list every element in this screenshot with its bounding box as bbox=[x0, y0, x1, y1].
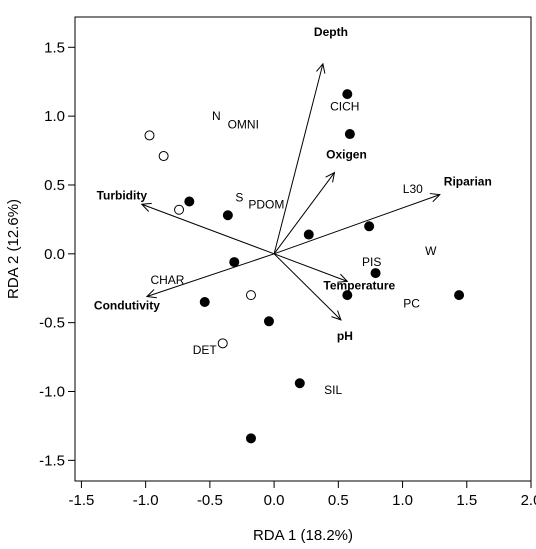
vector-line bbox=[141, 203, 275, 255]
filled-point bbox=[184, 196, 195, 207]
filled-point bbox=[199, 297, 210, 308]
y-tick-label: 1.0 bbox=[44, 108, 65, 125]
vector-label: Turbidity bbox=[97, 188, 148, 202]
vector-line bbox=[273, 253, 342, 321]
filled-point bbox=[294, 378, 305, 389]
arrowhead bbox=[325, 171, 336, 183]
species-label: CHAR bbox=[150, 273, 184, 287]
open-point bbox=[245, 290, 256, 301]
species-labels: N OMNI CICH S PDOM L30 W PIS CHAR PC DET SIL bbox=[150, 99, 437, 397]
arrowhead bbox=[145, 289, 157, 299]
species-label: DET bbox=[193, 343, 218, 357]
filled-point bbox=[342, 290, 353, 301]
filled-point bbox=[222, 210, 233, 221]
vector-label: Riparian bbox=[444, 175, 492, 189]
filled-point bbox=[229, 257, 240, 268]
arrowhead bbox=[140, 202, 152, 212]
y-tick-label: -0.5 bbox=[39, 315, 65, 332]
species-label: N bbox=[212, 109, 221, 123]
vector-label: Depth bbox=[314, 25, 348, 39]
vector-ph: pH bbox=[273, 253, 353, 343]
site-points bbox=[144, 89, 465, 444]
x-tick-label: 1.5 bbox=[456, 492, 477, 509]
species-label: W bbox=[425, 244, 437, 258]
open-point bbox=[174, 204, 185, 215]
vector-line bbox=[273, 194, 440, 255]
vector-label: Oxigen bbox=[326, 148, 367, 162]
x-tick-label: -1.0 bbox=[133, 492, 159, 509]
species-label: PIS bbox=[362, 255, 381, 269]
vector-line bbox=[146, 253, 275, 297]
vector-label: Temperature bbox=[323, 278, 395, 292]
vector-oxigen: Oxigen bbox=[273, 148, 367, 255]
y-axis-title: RDA 2 (12.6%) bbox=[5, 199, 22, 299]
species-label: S bbox=[235, 190, 243, 204]
arrowhead bbox=[429, 193, 441, 203]
species-label: SIL bbox=[324, 383, 342, 397]
vector-temperature: Temperature bbox=[273, 253, 396, 292]
filled-point bbox=[344, 129, 355, 140]
vector-label: Condutivity bbox=[94, 299, 160, 313]
y-tick-label: 0.5 bbox=[44, 177, 65, 194]
axis-ticks: -1.5 -1.0 -0.5 0.0 0.5 1.0 1.5 2.0 -1.5 -1.0 -0.5 0… bbox=[39, 39, 536, 509]
environmental-vectors: Depth Oxigen Riparian Turbidity Temperature p… bbox=[94, 25, 492, 343]
x-tick-label: -0.5 bbox=[197, 492, 223, 509]
filled-point bbox=[370, 268, 381, 279]
y-tick-label: -1.0 bbox=[39, 384, 65, 401]
species-label: CICH bbox=[330, 99, 359, 113]
vector-riparian: Riparian bbox=[273, 175, 492, 255]
x-tick-label: 1.0 bbox=[392, 492, 413, 509]
vector-depth: Depth bbox=[273, 25, 348, 254]
vector-line bbox=[273, 63, 324, 254]
species-label: PC bbox=[403, 296, 420, 310]
x-tick-label: 2.0 bbox=[521, 492, 536, 509]
species-label: L30 bbox=[403, 182, 423, 196]
vector-turbidity: Turbidity bbox=[97, 188, 275, 255]
species-label: OMNI bbox=[228, 117, 259, 131]
x-tick-label: 0.0 bbox=[264, 492, 285, 509]
species-label: PDOM bbox=[248, 197, 284, 211]
x-tick-label: -1.5 bbox=[68, 492, 94, 509]
filled-point bbox=[364, 221, 375, 232]
open-point bbox=[158, 151, 169, 162]
y-tick-label: -1.5 bbox=[39, 452, 65, 469]
vector-condutivity: Condutivity bbox=[94, 253, 275, 313]
filled-point bbox=[342, 89, 353, 100]
filled-point bbox=[454, 290, 465, 301]
filled-point bbox=[245, 433, 256, 444]
plot-frame bbox=[74, 16, 532, 482]
x-tick-label: 0.5 bbox=[328, 492, 349, 509]
arrowhead bbox=[331, 310, 342, 321]
x-axis-title: RDA 1 (18.2%) bbox=[253, 527, 353, 544]
filled-point bbox=[263, 316, 274, 327]
open-point bbox=[144, 130, 155, 141]
filled-point bbox=[303, 229, 314, 240]
vector-label: pH bbox=[337, 329, 353, 343]
y-tick-label: 1.5 bbox=[44, 39, 65, 56]
arrowhead bbox=[337, 273, 349, 283]
vector-line bbox=[273, 253, 348, 282]
y-tick-label: 0.0 bbox=[44, 246, 65, 263]
arrowhead bbox=[316, 62, 326, 74]
vector-line bbox=[273, 172, 335, 255]
open-point bbox=[217, 338, 228, 349]
